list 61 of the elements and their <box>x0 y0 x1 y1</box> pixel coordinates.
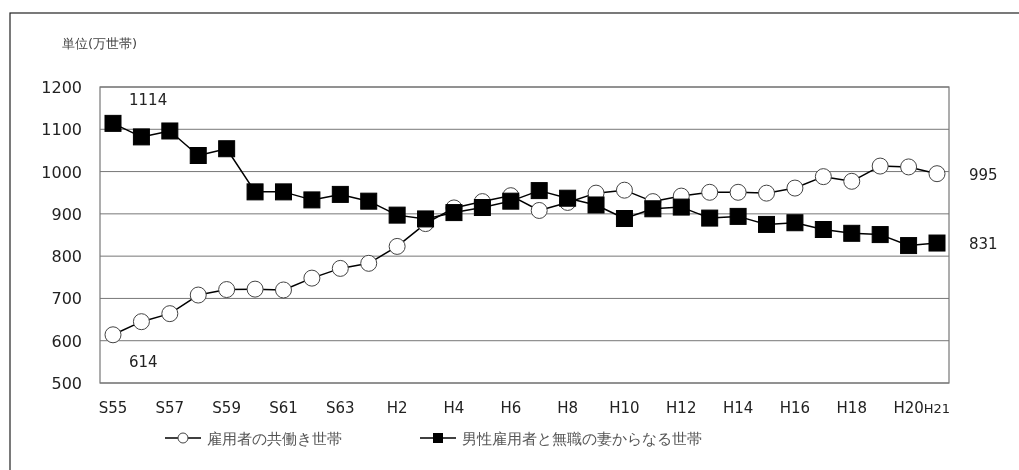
point <box>701 209 719 227</box>
x-tick-label: H20 <box>893 399 924 417</box>
x-tick-label: H21 <box>923 401 951 416</box>
point <box>559 189 577 207</box>
point <box>672 198 690 216</box>
point <box>104 114 122 132</box>
point <box>530 182 548 200</box>
x-tick-label: H8 <box>557 399 579 417</box>
point <box>928 234 946 252</box>
point <box>161 122 179 140</box>
point <box>360 192 378 210</box>
y-tick-label: 1200 <box>41 78 82 97</box>
point <box>843 224 861 242</box>
point <box>786 214 804 232</box>
data-label: 831 <box>969 235 998 254</box>
point <box>587 196 605 214</box>
y-tick-label: 900 <box>51 204 82 224</box>
point <box>871 226 889 244</box>
x-tick-label: H2 <box>386 399 408 417</box>
x-tick-label: S61 <box>269 399 298 417</box>
point <box>218 140 236 158</box>
legend-label: 雇用者の共働き世帯 <box>207 430 342 448</box>
point <box>445 204 463 222</box>
point <box>473 199 491 217</box>
x-tick-label: H14 <box>722 399 754 417</box>
y-tick-label: 700 <box>51 289 82 309</box>
y-tick-label: 800 <box>51 247 82 267</box>
data-label: 995 <box>969 165 998 184</box>
x-tick-label: H18 <box>836 399 867 417</box>
x-tick-label: H10 <box>609 399 640 417</box>
point <box>132 128 150 146</box>
y-tick-label: 600 <box>51 331 82 351</box>
x-tick-label: H16 <box>779 399 811 417</box>
point <box>303 191 321 209</box>
point <box>900 237 918 255</box>
point <box>388 206 406 224</box>
point <box>274 183 292 201</box>
data-label: 614 <box>129 352 158 371</box>
x-tick-label: H12 <box>666 399 697 417</box>
point <box>758 215 776 233</box>
point <box>189 147 207 164</box>
x-tick-label: S55 <box>98 399 128 417</box>
point <box>615 210 633 228</box>
point <box>331 185 349 203</box>
point <box>246 183 264 201</box>
point <box>729 207 747 225</box>
point <box>502 192 520 210</box>
point <box>814 221 832 238</box>
y-axis-title: 単位(万世帯) <box>62 36 138 51</box>
x-tick-label: S57 <box>155 399 185 417</box>
y-tick-label: 1000 <box>41 162 82 182</box>
point <box>644 200 662 218</box>
data-label: 1114 <box>129 91 168 110</box>
x-tick-label: S63 <box>326 399 355 417</box>
legend-label: 男性雇用者と無職の妻からなる世帯 <box>462 430 702 448</box>
point <box>417 210 435 228</box>
y-tick-label: 1100 <box>41 120 82 140</box>
x-tick-label: H4 <box>443 399 465 417</box>
y-tick-label: 500 <box>51 374 82 393</box>
x-tick-label: S59 <box>212 399 241 417</box>
x-tick-label: H6 <box>500 399 522 417</box>
